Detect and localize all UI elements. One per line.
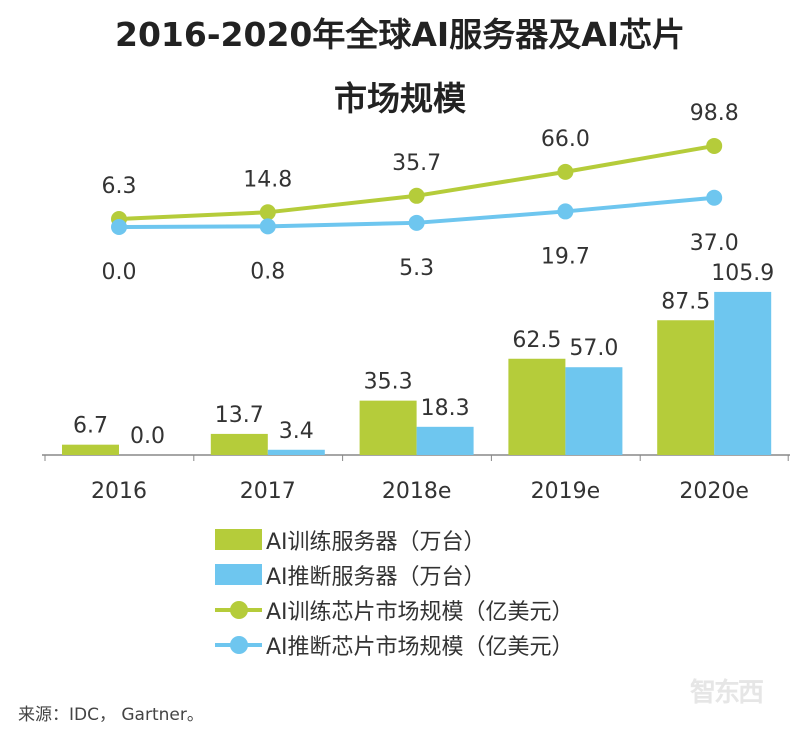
line-data-label: 19.7	[541, 244, 590, 269]
chart-area: 2016 2017 2018e 2019e 2020e 6.7 13.7 35.3 62.5 87…	[42, 101, 790, 504]
x-tick-label: 2016	[91, 479, 147, 504]
line-point	[408, 214, 425, 231]
bar-data-label: 105.9	[711, 261, 774, 286]
x-tick-label: 2019e	[531, 479, 601, 504]
line-point	[557, 163, 574, 180]
line-data-label: 5.3	[399, 256, 434, 281]
legend-label: AI推断服务器（万台）	[266, 564, 486, 590]
legend-line-marker	[215, 635, 262, 654]
legend-line-marker	[215, 600, 262, 619]
bar-data-label: 62.5	[512, 328, 561, 353]
line-point	[706, 189, 723, 206]
legend-label: AI训练芯片市场规模（亿美元）	[266, 599, 574, 625]
source-note: 来源：IDC， Gartner。	[18, 705, 204, 725]
bar-data-label: 87.5	[661, 289, 710, 314]
chart-title-line1: 2016-2020年全球AI服务器及AI芯片	[114, 15, 686, 54]
watermark-logo: 智东西	[690, 678, 764, 708]
line-data-label: 14.8	[243, 167, 292, 192]
legend-item-infer-server: AI推断服务器（万台）	[215, 557, 574, 592]
bar-infer-server	[416, 426, 474, 455]
x-tick-label: 2017	[240, 479, 296, 504]
line-data-label: 6.3	[102, 174, 137, 199]
bar-data-label: 6.7	[73, 414, 108, 439]
legend-label: AI训练服务器（万台）	[266, 529, 486, 555]
legend-item-infer-chip: AI推断芯片市场规模（亿美元）	[215, 627, 574, 662]
bar-infer-server	[714, 291, 772, 455]
legend: AI训练服务器（万台） AI推断服务器（万台） AI训练芯片市场规模（亿美元） …	[215, 522, 574, 662]
line-data-label: 37.0	[690, 231, 739, 256]
line-point	[706, 137, 723, 154]
chart-title-line2: 市场规模	[334, 79, 466, 118]
legend-item-train-chip: AI训练芯片市场规模（亿美元）	[215, 592, 574, 627]
line-data-label: 98.8	[690, 101, 739, 126]
bar-train-server	[359, 400, 417, 455]
bar-data-label: 57.0	[569, 336, 618, 361]
line-point	[557, 203, 574, 220]
bar-train-server	[62, 444, 119, 455]
bar-data-label: 0.0	[130, 424, 165, 449]
bar-data-label: 35.3	[364, 370, 413, 395]
line-point	[111, 219, 127, 235]
bar-train-server	[657, 320, 715, 455]
legend-item-train-server: AI训练服务器（万台）	[215, 522, 574, 557]
line-data-label: 0.8	[250, 259, 285, 284]
bar-train-server	[210, 433, 268, 455]
line-point	[259, 204, 276, 221]
bar-train-server	[508, 358, 566, 455]
line-data-label: 0.0	[102, 260, 137, 285]
line-point	[259, 218, 276, 235]
line-data-label: 35.7	[392, 151, 441, 176]
bar-data-label: 13.7	[215, 403, 264, 428]
x-tick-label: 2018e	[382, 479, 452, 504]
bar-data-label: 3.4	[279, 419, 314, 444]
legend-label: AI推断芯片市场规模（亿美元）	[266, 634, 574, 660]
bar-infer-server	[565, 367, 623, 455]
bar-infer-server	[267, 449, 325, 455]
x-tick-label: 2020e	[679, 479, 749, 504]
line-data-label: 66.0	[541, 127, 590, 152]
bar-data-label: 18.3	[421, 396, 470, 421]
line-point	[408, 187, 425, 204]
legend-swatch	[215, 529, 262, 550]
legend-swatch	[215, 564, 262, 585]
